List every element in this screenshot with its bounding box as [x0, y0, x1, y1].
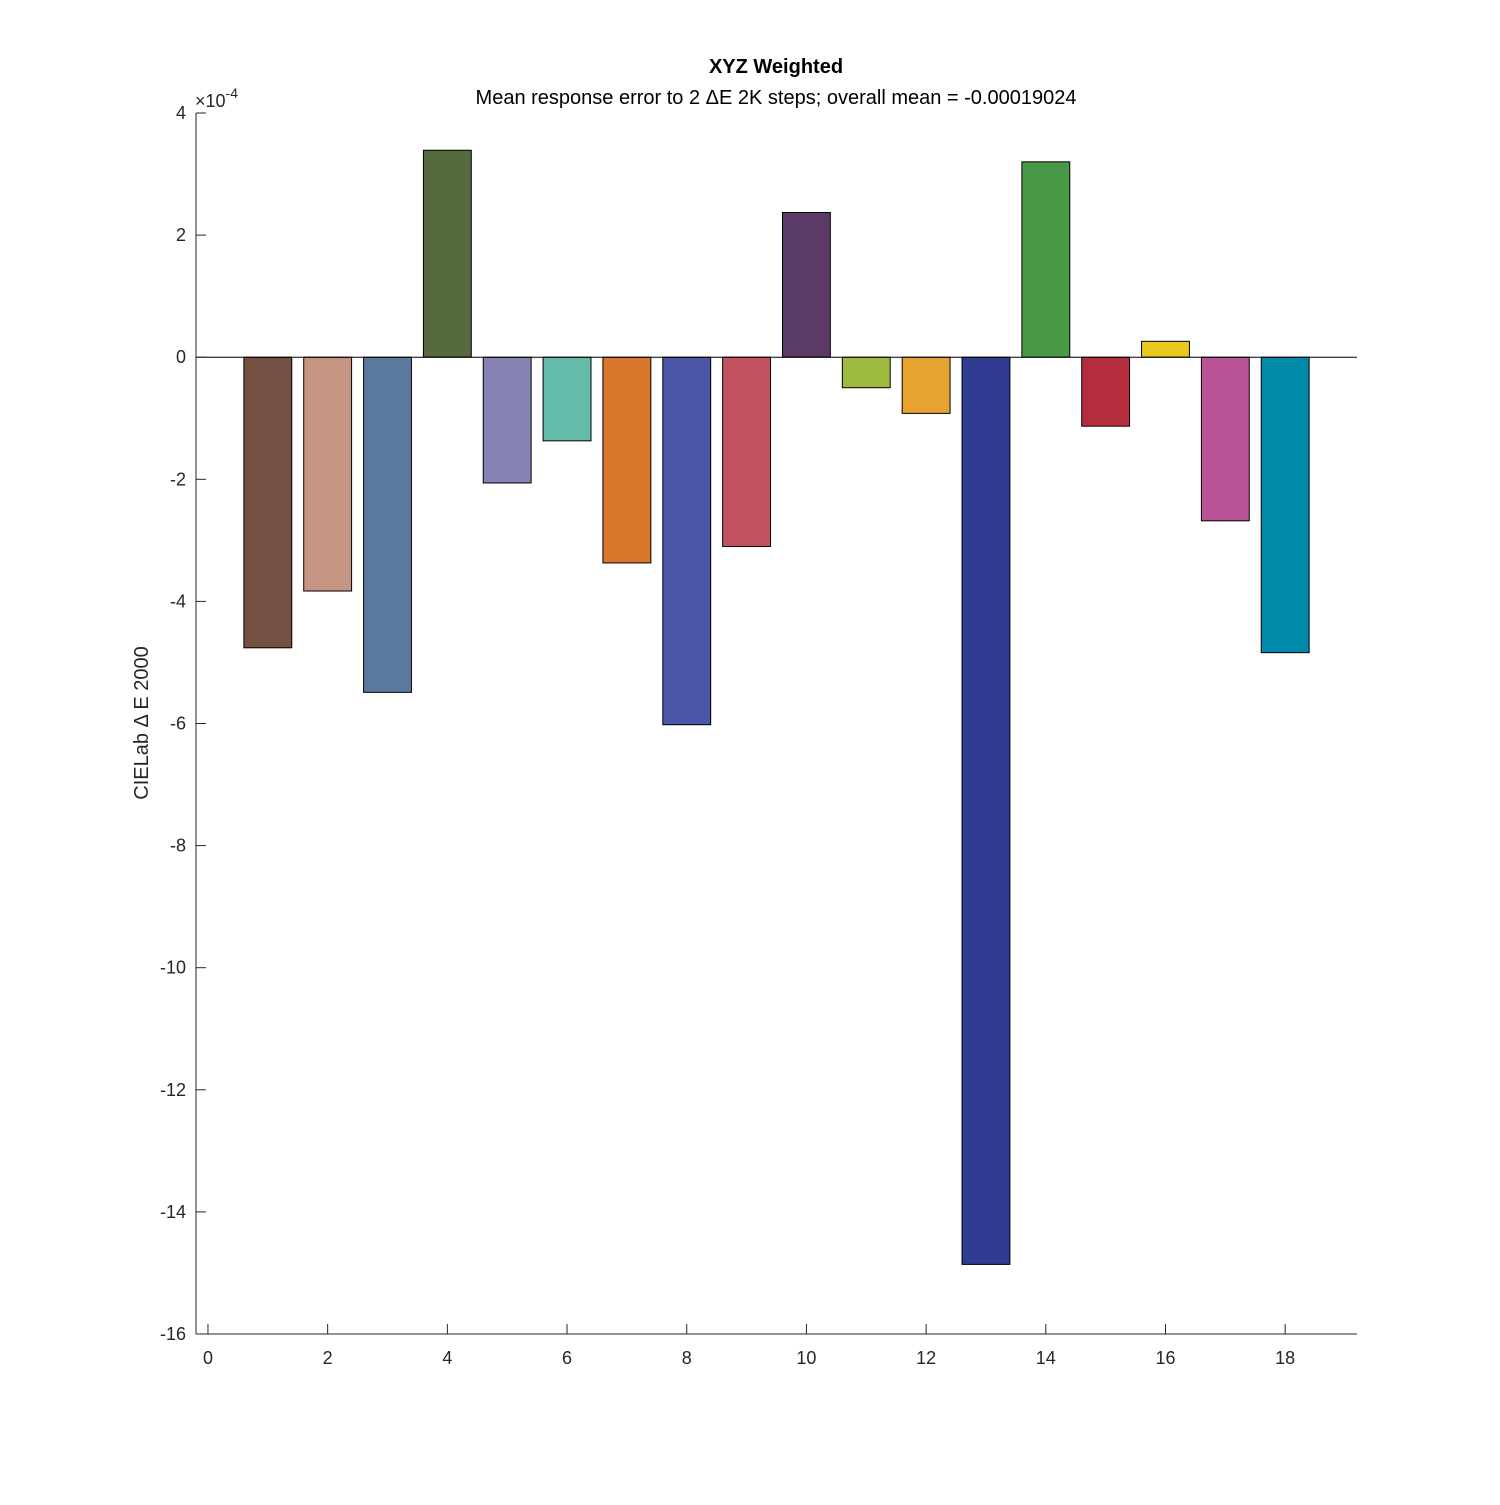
bar-18	[1260, 356, 1310, 654]
y-tick-label: -10	[160, 958, 186, 978]
bars-layer	[243, 149, 1310, 1265]
bar-9	[722, 356, 772, 547]
bar-6	[542, 356, 592, 442]
bar-4	[422, 149, 472, 358]
y-tick-label: 0	[176, 347, 186, 367]
x-tick-label: 14	[1036, 1348, 1056, 1368]
axes-layer: -16 -14 -12 -10 -8 -6 -4 -2 0 2 4 0 2 4 6 8 10 12 14 16 18	[160, 103, 1357, 1368]
y-tick-label: -12	[160, 1080, 186, 1100]
y-tick-label: 2	[176, 225, 186, 245]
y-tick-label: -8	[170, 836, 186, 856]
y-axis-exponent-power: -4	[226, 85, 239, 101]
chart-title: XYZ Weighted	[709, 56, 843, 78]
x-tick-label: 6	[562, 1348, 572, 1368]
bar-3	[363, 356, 412, 693]
bar-16	[1141, 340, 1190, 358]
chart-subtitle: Mean response error to 2 ΔE 2K steps; ov…	[476, 87, 1077, 109]
y-tick-label: -16	[160, 1324, 186, 1344]
bar-14	[1021, 161, 1071, 358]
x-tick-label: 10	[796, 1348, 816, 1368]
y-tick-label: -2	[170, 469, 186, 489]
bar-11	[841, 356, 891, 389]
y-axis-exponent: ×10-4	[195, 85, 238, 111]
bar-10	[781, 212, 831, 358]
x-tick-label: 12	[916, 1348, 936, 1368]
bar-1	[243, 356, 293, 649]
bar-15	[1081, 356, 1131, 427]
x-tick-label: 8	[682, 1348, 692, 1368]
y-axis-exponent-base: ×10	[195, 91, 226, 111]
bar-5	[482, 356, 532, 484]
y-tick-label: -4	[170, 591, 186, 611]
x-tick-label: 2	[323, 1348, 333, 1368]
bar-17	[1200, 356, 1250, 522]
bar-2	[303, 356, 353, 592]
y-tick-label: -6	[170, 714, 186, 734]
bar-12	[901, 356, 951, 414]
y-axis-label: CIELab Δ E 2000	[131, 646, 153, 799]
y-tick-label: -14	[160, 1202, 186, 1222]
bar-8	[662, 356, 712, 726]
x-tick-label: 0	[203, 1348, 213, 1368]
y-tick-label: 4	[176, 103, 186, 123]
bar-7	[602, 356, 652, 564]
x-tick-label: 16	[1155, 1348, 1175, 1368]
x-tick-label: 18	[1275, 1348, 1295, 1368]
bar-13	[961, 356, 1011, 1265]
x-tick-label: 4	[442, 1348, 452, 1368]
